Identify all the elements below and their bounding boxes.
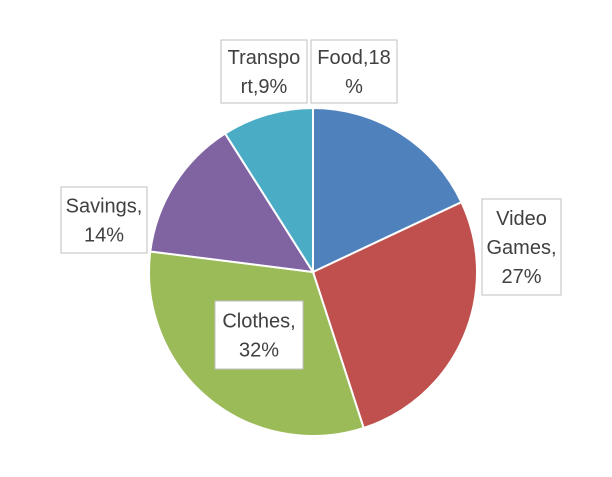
data-label-video-games: Video Games, 27% bbox=[481, 198, 562, 296]
data-label-transport: Transpo rt,9% bbox=[220, 39, 308, 104]
data-label-text: 14% bbox=[84, 225, 124, 247]
data-label-text: rt,9% bbox=[241, 76, 288, 98]
data-label-text: Transpo bbox=[228, 47, 301, 69]
pie-data-labels: Food,18% Video Games, 27% Clothes, 32% Savings… bbox=[60, 39, 562, 370]
data-label-text: Video bbox=[496, 208, 547, 230]
data-label-box bbox=[481, 198, 562, 296]
data-label-box bbox=[60, 186, 148, 254]
data-label-text: % bbox=[345, 76, 363, 98]
data-label-clothes: Clothes, 32% bbox=[214, 300, 304, 370]
pie-slice-food bbox=[312, 106, 463, 274]
pie-slices bbox=[147, 106, 478, 437]
data-label-text: Food,18 bbox=[317, 47, 390, 69]
pie-slice-video-games bbox=[311, 200, 478, 430]
data-label-text: Savings, bbox=[66, 196, 143, 218]
data-label-text: 32% bbox=[239, 340, 279, 362]
data-label-savings: Savings, 14% bbox=[60, 186, 148, 254]
pie-slice-savings bbox=[149, 132, 315, 274]
pie-slice-transport bbox=[223, 106, 314, 276]
data-label-box bbox=[310, 39, 398, 104]
data-label-text: Games, bbox=[486, 237, 556, 259]
data-label-box bbox=[220, 39, 308, 104]
data-label-text: Clothes, bbox=[222, 311, 295, 333]
data-label-text: 27% bbox=[501, 266, 541, 288]
data-label-food: Food,18% bbox=[310, 39, 398, 104]
data-label-box bbox=[214, 300, 304, 370]
